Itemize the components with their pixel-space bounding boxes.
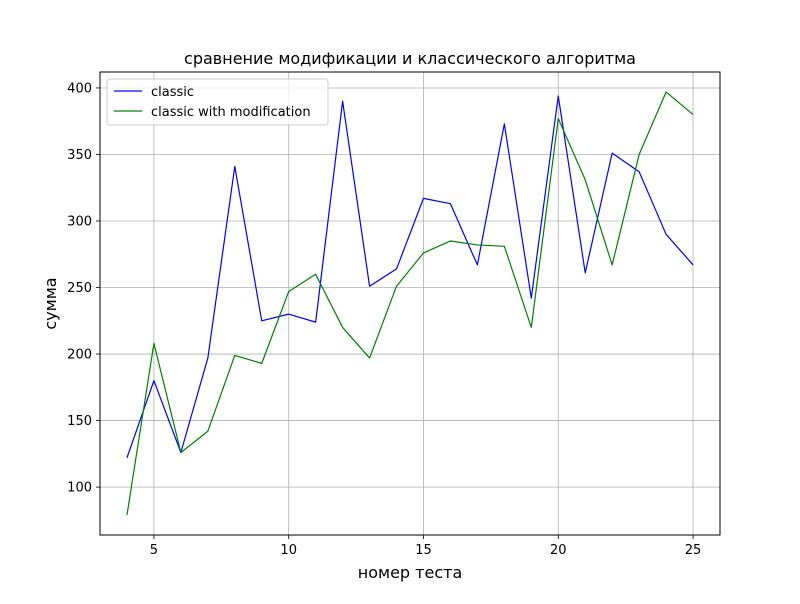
y-tick-label: 350 xyxy=(67,148,92,163)
legend-label-classic-with-modification: classic with modification xyxy=(151,105,311,120)
x-tick-label: 10 xyxy=(280,543,297,558)
x-tick-label: 20 xyxy=(550,543,567,558)
x-axis-ticks: 5 10 15 20 25 xyxy=(150,535,702,558)
series-lines xyxy=(126,91,694,516)
chart-title: сравнение модификации и классического ал… xyxy=(184,49,636,68)
x-tick-label: 25 xyxy=(685,543,702,558)
legend: classic classic with modification xyxy=(106,78,329,126)
x-tick-label: 5 xyxy=(150,543,158,558)
grid xyxy=(100,72,720,535)
y-axis-ticks: 100 150 200 250 300 350 400 xyxy=(67,81,100,496)
y-tick-label: 200 xyxy=(67,348,92,363)
x-axis-label: номер теста xyxy=(358,563,463,582)
y-tick-label: 250 xyxy=(67,281,92,296)
y-tick-label: 100 xyxy=(67,481,92,496)
y-tick-label: 150 xyxy=(67,414,92,429)
y-tick-label: 300 xyxy=(67,215,92,230)
y-tick-label: 400 xyxy=(67,81,92,96)
legend-label-classic: classic xyxy=(151,85,194,100)
y-axis-label: сумма xyxy=(41,277,60,329)
series-line-classic-with-modification xyxy=(126,91,694,516)
x-tick-label: 15 xyxy=(415,543,432,558)
plot-frame xyxy=(99,71,721,536)
series-line-classic xyxy=(126,95,694,459)
legend-box xyxy=(106,78,329,126)
